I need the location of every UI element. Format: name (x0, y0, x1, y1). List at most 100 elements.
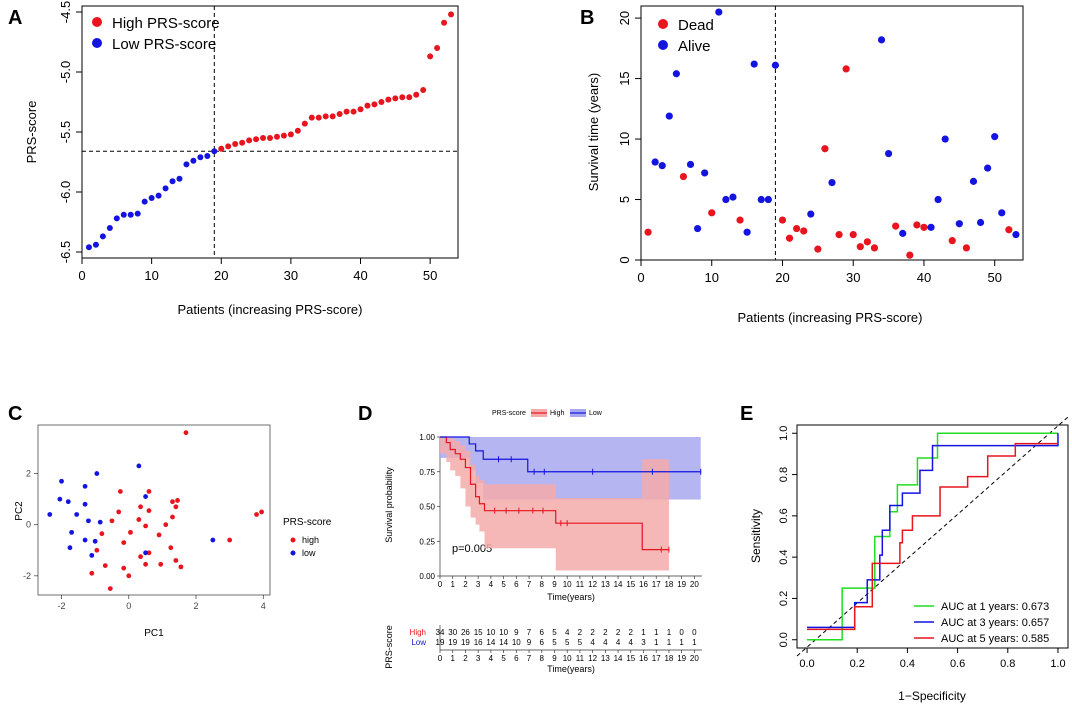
data-point (232, 141, 239, 147)
panel-c-frame (37, 424, 271, 596)
data-point (991, 133, 999, 141)
data-point (969, 177, 978, 185)
x-tick-label: 1 (450, 654, 455, 663)
data-point (998, 209, 1006, 217)
data-point (127, 211, 134, 218)
data-point (884, 149, 893, 158)
risk-count: 1 (679, 638, 684, 647)
panel-b-frame (640, 5, 1024, 261)
data-point (658, 162, 666, 170)
x-tick-label: 15 (626, 580, 635, 589)
pvalue-label: p=0.005 (452, 543, 492, 555)
data-point (210, 537, 216, 543)
reference-diagonal (796, 416, 1069, 657)
risk-count: 6 (540, 628, 545, 637)
data-point (146, 489, 152, 494)
data-point (406, 94, 413, 101)
x-tick-label: 5 (501, 580, 506, 589)
legend-label-high: High PRS-score (112, 15, 220, 32)
x-tick-label: 3 (476, 580, 481, 589)
data-point (109, 518, 115, 524)
data-point (178, 564, 184, 570)
x-tick-label: -2 (58, 601, 66, 611)
data-point (644, 228, 652, 236)
x-tick-label: 20 (690, 580, 699, 589)
y-tick-label: 0.75 (419, 468, 435, 477)
panel-c-xlabel: PC1 (144, 628, 164, 639)
legend-label: AUC at 1 years: 0.673 (941, 601, 1049, 613)
data-point (254, 512, 259, 517)
legend-label: AUC at 3 years: 0.657 (941, 617, 1049, 629)
data-point (427, 53, 434, 60)
data-point (828, 178, 836, 187)
panel-label-a: A (8, 7, 22, 29)
legend-label-low: low (302, 548, 316, 558)
panel-b-survival-status-plot: Patients (increasing PRS-score) Survival… (586, 5, 1024, 325)
x-tick-label: 20 (690, 654, 699, 663)
panel-e-roc-plot: 1−Specificity Sensitivity 0.0 0.2 0.4 0.6 0.… (749, 416, 1069, 703)
legend-marker-high (92, 17, 102, 27)
x-tick-label: 15 (626, 654, 635, 663)
data-point (239, 139, 246, 146)
data-point (955, 220, 963, 228)
panel-label-c: C (8, 403, 22, 425)
legend-label: AUC at 5 years: 0.585 (941, 633, 1049, 645)
data-point (107, 586, 113, 592)
data-point (934, 195, 942, 204)
data-point (672, 70, 680, 78)
data-point (85, 244, 92, 251)
data-point (246, 137, 253, 144)
data-point (47, 512, 53, 517)
data-point (778, 216, 787, 224)
data-point (863, 238, 871, 246)
data-point (225, 143, 232, 150)
data-point (143, 523, 148, 529)
panel-b-xlabel: Patients (increasing PRS-score) (738, 310, 923, 325)
y-tick-label: 0.4 (778, 549, 790, 564)
data-point (273, 133, 280, 140)
data-point (322, 113, 329, 120)
panel-label-e: E (740, 403, 753, 425)
y-tick-label: -6.0 (58, 181, 73, 203)
y-tick-label: 0 (617, 256, 632, 263)
data-point (89, 552, 95, 558)
data-point (693, 224, 702, 233)
y-tick-label: -6.5 (58, 241, 73, 263)
risk-count: 1 (692, 638, 697, 647)
data-point (984, 164, 992, 172)
data-point (227, 537, 233, 543)
y-tick-label: 0.50 (419, 503, 435, 512)
x-tick-label: 16 (639, 654, 648, 663)
roc-curve-3 (807, 442, 1058, 631)
x-tick-label: 9 (552, 580, 557, 589)
risk-count: 4 (616, 638, 621, 647)
data-point (385, 96, 392, 103)
risk-count: 10 (486, 628, 495, 637)
data-point (364, 102, 371, 109)
x-tick-label: 0.2 (850, 658, 865, 670)
data-point (722, 195, 730, 204)
legend-label-high: High (550, 410, 565, 417)
data-point (82, 537, 88, 543)
panel-label-d: D (358, 403, 372, 425)
km-curve-high (440, 436, 669, 551)
data-point (89, 570, 95, 576)
panel-a-xlabel: Patients (increasing PRS-score) (178, 302, 363, 317)
data-point (74, 512, 80, 517)
legend-label-dead: Dead (678, 17, 714, 34)
data-point (86, 518, 91, 524)
data-point (67, 545, 73, 551)
panel-e-xlabel: 1−Specificity (898, 689, 966, 703)
data-point (175, 498, 180, 503)
risk-count: 6 (540, 638, 545, 647)
data-point (357, 106, 364, 113)
x-tick-label: 30 (846, 270, 860, 285)
data-point (750, 60, 758, 68)
risk-count: 9 (514, 628, 519, 637)
risk-count: 10 (499, 628, 508, 637)
x-tick-label: 8 (540, 580, 545, 589)
data-point (211, 148, 218, 155)
ci-band-high (440, 437, 669, 571)
legend-marker-high (290, 537, 296, 543)
